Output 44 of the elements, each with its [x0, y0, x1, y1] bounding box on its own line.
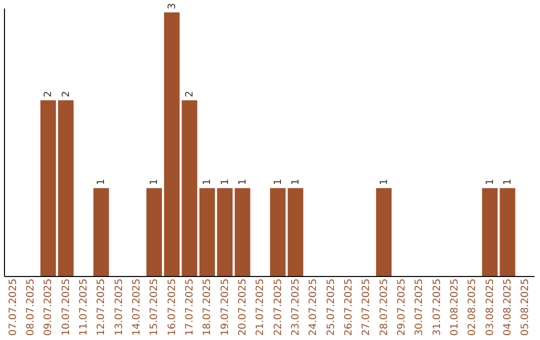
- data-label: 3: [166, 3, 178, 10]
- x-tick-label: 27.07.2025: [361, 278, 372, 336]
- x-tick-label: 10.07.2025: [60, 278, 72, 336]
- data-label: 1: [484, 178, 496, 186]
- x-tick-label: 01.08.2025: [450, 278, 460, 336]
- x-tick-label: 21.07.2025: [255, 278, 266, 336]
- x-tick-label: 13.07.2025: [114, 278, 125, 336]
- x-tick-label: 02.08.2025: [467, 278, 478, 336]
- x-tick-label: 20.07.2025: [238, 278, 248, 336]
- x-tick-label: 07.07.2025: [8, 278, 19, 336]
- data-label: 1: [202, 178, 214, 186]
- x-tick-label: 26.07.2025: [344, 278, 354, 336]
- x-tick-label: 25.07.2025: [326, 278, 337, 336]
- x-tick-label: 09.07.2025: [43, 278, 54, 336]
- data-label: 1: [220, 178, 231, 186]
- x-tick-label: 17.07.2025: [184, 278, 196, 336]
- data-label: 1: [378, 178, 390, 186]
- x-tick-label: 03.08.2025: [484, 278, 496, 336]
- x-tick-label: 04.08.2025: [502, 278, 514, 336]
- data-label: 1: [96, 178, 108, 186]
- data-label: 2: [184, 90, 196, 98]
- x-tick-label: 30.07.2025: [414, 278, 426, 336]
- x-tick-label: 23.07.2025: [290, 278, 302, 336]
- x-tick-label: 11.07.2025: [78, 278, 90, 336]
- x-tick-label: 16.07.2025: [166, 278, 178, 336]
- data-label: 2: [43, 90, 54, 98]
- x-tick-label: 18.07.2025: [202, 278, 214, 336]
- data-label: 1: [149, 178, 160, 186]
- x-tick-label: 12.07.2025: [96, 278, 108, 336]
- x-tick-label: 19.07.2025: [220, 278, 231, 336]
- x-tick-label: 15.07.2025: [149, 278, 160, 336]
- x-tick-label: 14.07.2025: [132, 278, 142, 336]
- x-tick-label: 22.07.2025: [272, 278, 284, 336]
- x-tick-label: 08.07.2025: [26, 278, 36, 336]
- data-label: 1: [502, 178, 514, 186]
- data-label: 1: [238, 178, 248, 186]
- x-tick-label: 24.07.2025: [308, 278, 320, 336]
- data-label: 2: [60, 90, 72, 98]
- x-tick-label: 29.07.2025: [396, 278, 408, 336]
- x-tick-label: 31.07.2025: [432, 278, 443, 336]
- x-tick-label: 05.08.2025: [520, 278, 532, 336]
- x-tick-label: 28.07.2025: [378, 278, 390, 336]
- data-label: 1: [272, 178, 284, 186]
- data-label: 1: [290, 178, 302, 186]
